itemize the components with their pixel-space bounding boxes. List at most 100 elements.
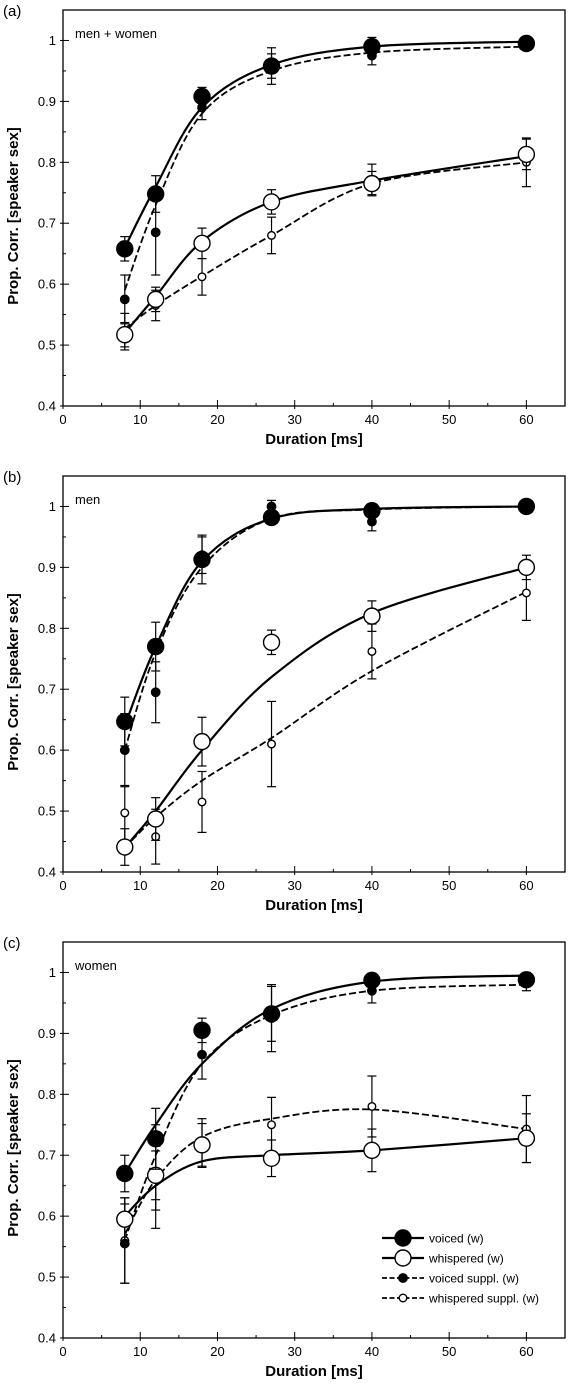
data-point <box>146 185 165 203</box>
y-tick-label: 0.8 <box>38 1087 56 1102</box>
legend-marker <box>394 1249 412 1267</box>
series-line <box>123 566 527 849</box>
data-point <box>193 1021 211 1040</box>
series-line <box>123 505 527 751</box>
legend-label: voiced suppl. (w) <box>429 1272 519 1286</box>
chart-panel: (a) men + women 0 10 20 30 40 50 60 0.4 0.5 0.6 0.7 0… <box>3 3 566 448</box>
panel-label: (c) <box>3 935 21 952</box>
x-tick-label: 10 <box>133 412 147 427</box>
data-point <box>262 57 281 75</box>
x-tick-label: 60 <box>519 412 533 427</box>
data-point <box>517 558 536 577</box>
data-point <box>197 797 207 807</box>
x-tick-label: 50 <box>442 878 456 893</box>
x-tick-label: 50 <box>442 412 456 427</box>
data-point <box>193 550 211 569</box>
y-tick-label: 0.4 <box>38 1331 56 1346</box>
legend-marker <box>398 1273 408 1283</box>
plot-frame <box>62 475 566 873</box>
series-line <box>123 40 527 249</box>
data-point <box>267 739 277 749</box>
x-tick-label: 30 <box>287 1344 301 1359</box>
data-point <box>367 1101 377 1111</box>
x-tick-label: 40 <box>365 412 379 427</box>
series-line <box>123 505 527 727</box>
data-point <box>116 712 134 731</box>
y-tick-label: 0.5 <box>38 1270 56 1285</box>
data-point <box>193 87 211 106</box>
y-axis-title: Prop. Corr. [speaker sex] <box>5 1059 22 1237</box>
series-line <box>124 161 527 330</box>
x-tick-label: 30 <box>287 412 301 427</box>
data-point <box>193 732 211 751</box>
y-axis-title: Prop. Corr. [speaker sex] <box>5 593 22 771</box>
data-point <box>150 227 161 238</box>
y-axis-title: Prop. Corr. [speaker sex] <box>5 127 22 305</box>
data-point <box>116 1210 134 1228</box>
data-point <box>193 1136 211 1154</box>
y-tick-label: 0.6 <box>38 1209 56 1224</box>
x-tick-label: 50 <box>442 1344 456 1359</box>
y-tick-label: 0.7 <box>38 216 56 231</box>
data-point <box>197 1049 207 1060</box>
data-point <box>521 588 531 598</box>
data-point <box>262 1149 281 1167</box>
series-line <box>124 1108 527 1235</box>
y-tick-label: 1 <box>49 33 56 48</box>
data-point <box>262 193 281 211</box>
legend-label: whispered suppl. (w) <box>428 1292 539 1306</box>
y-tick-label: 0.7 <box>38 682 56 697</box>
plot-frame <box>62 9 566 407</box>
panel-annotation: men <box>75 492 100 507</box>
data-point <box>119 745 130 756</box>
legend-label: whispered (w) <box>428 1252 504 1266</box>
legend-marker <box>394 1229 412 1247</box>
data-point <box>193 234 211 253</box>
y-tick-label: 1 <box>49 499 56 514</box>
data-point <box>146 1130 165 1148</box>
data-point <box>363 1141 381 1160</box>
x-axis-title: Duration [ms] <box>265 431 363 448</box>
y-tick-label: 0.6 <box>38 743 56 758</box>
x-tick-label: 60 <box>519 878 533 893</box>
data-point <box>116 838 134 856</box>
x-axis-title: Duration [ms] <box>265 1363 363 1380</box>
data-point <box>517 1129 536 1147</box>
data-point <box>267 1120 277 1130</box>
y-tick-label: 0.8 <box>38 621 56 636</box>
data-point <box>116 326 134 344</box>
y-tick-label: 0.6 <box>38 277 56 292</box>
x-tick-label: 30 <box>287 878 301 893</box>
y-tick-label: 0.5 <box>38 338 56 353</box>
data-point <box>363 502 381 520</box>
x-tick-label: 10 <box>133 878 147 893</box>
data-point <box>517 971 536 989</box>
x-tick-label: 60 <box>519 1344 533 1359</box>
y-tick-label: 0.4 <box>38 865 56 880</box>
panel-label: (b) <box>3 469 21 486</box>
series-line <box>123 45 527 291</box>
data-point <box>262 1005 281 1023</box>
x-tick-label: 10 <box>133 1344 147 1359</box>
data-point <box>262 633 281 652</box>
y-tick-label: 1 <box>49 965 56 980</box>
data-point <box>363 37 381 56</box>
panel-annotation: men + women <box>75 26 157 41</box>
x-tick-label: 0 <box>59 1344 66 1359</box>
y-tick-label: 0.4 <box>38 399 56 414</box>
data-point <box>517 34 536 53</box>
data-point <box>517 145 536 164</box>
x-tick-label: 20 <box>210 878 224 893</box>
data-point <box>197 272 207 282</box>
data-point <box>363 174 381 193</box>
legend-marker <box>398 1293 408 1303</box>
series-line <box>123 983 527 1241</box>
plot-frame <box>62 941 566 1339</box>
data-point <box>363 971 381 990</box>
x-tick-label: 20 <box>210 1344 224 1359</box>
data-point <box>146 810 165 828</box>
y-tick-label: 0.9 <box>38 94 56 109</box>
x-axis-title: Duration [ms] <box>265 897 363 914</box>
x-tick-label: 0 <box>59 412 66 427</box>
